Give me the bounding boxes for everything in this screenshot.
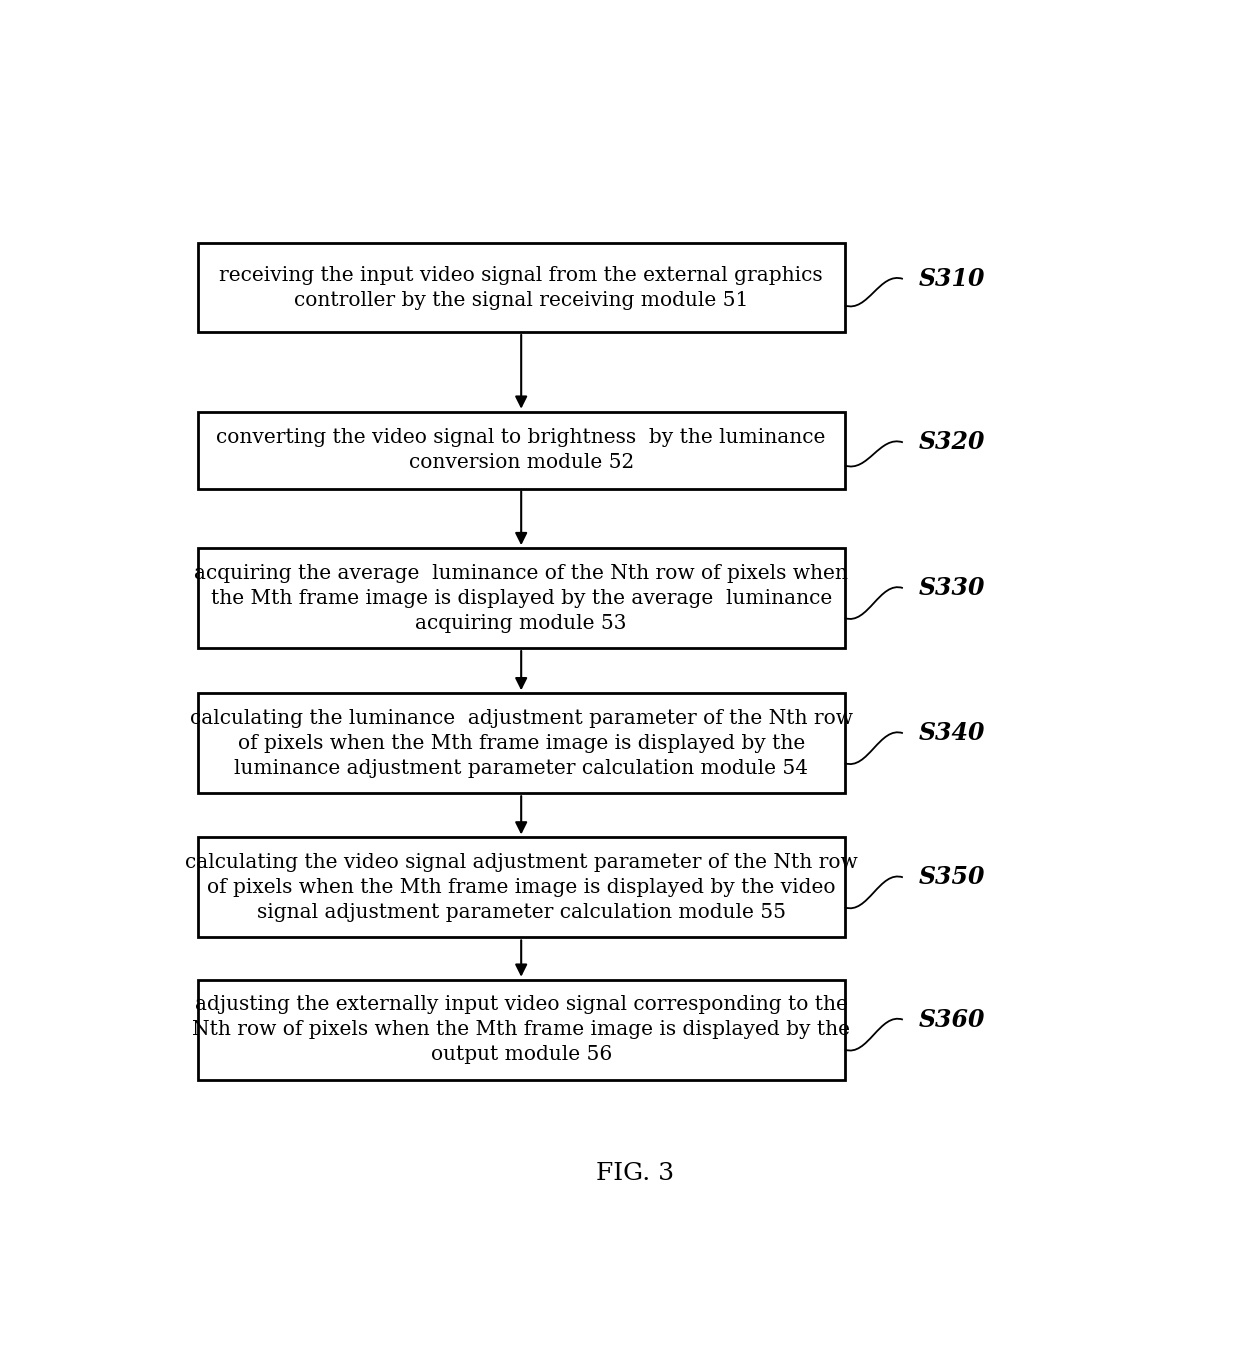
- Text: S330: S330: [919, 575, 985, 600]
- Text: converting the video signal to brightness  by the luminance
conversion module 52: converting the video signal to brightnes…: [217, 427, 826, 473]
- Text: FIG. 3: FIG. 3: [596, 1162, 675, 1185]
- FancyBboxPatch shape: [197, 980, 844, 1080]
- Text: adjusting the externally input video signal corresponding to the
Nth row of pixe: adjusting the externally input video sig…: [192, 995, 851, 1064]
- FancyBboxPatch shape: [197, 244, 844, 332]
- Text: calculating the video signal adjustment parameter of the Nth row
of pixels when : calculating the video signal adjustment …: [185, 854, 858, 922]
- Text: S350: S350: [919, 866, 985, 889]
- Text: S340: S340: [919, 721, 985, 745]
- Text: receiving the input video signal from the external graphics
controller by the si: receiving the input video signal from th…: [219, 266, 823, 310]
- Text: S320: S320: [919, 430, 985, 455]
- FancyBboxPatch shape: [197, 693, 844, 793]
- FancyBboxPatch shape: [197, 548, 844, 648]
- Text: S310: S310: [919, 267, 985, 290]
- Text: calculating the luminance  adjustment parameter of the Nth row
of pixels when th: calculating the luminance adjustment par…: [190, 708, 853, 778]
- FancyBboxPatch shape: [197, 411, 844, 489]
- Text: acquiring the average  luminance of the Nth row of pixels when
the Mth frame ima: acquiring the average luminance of the N…: [195, 563, 848, 633]
- FancyBboxPatch shape: [197, 837, 844, 937]
- Text: S360: S360: [919, 1007, 985, 1032]
